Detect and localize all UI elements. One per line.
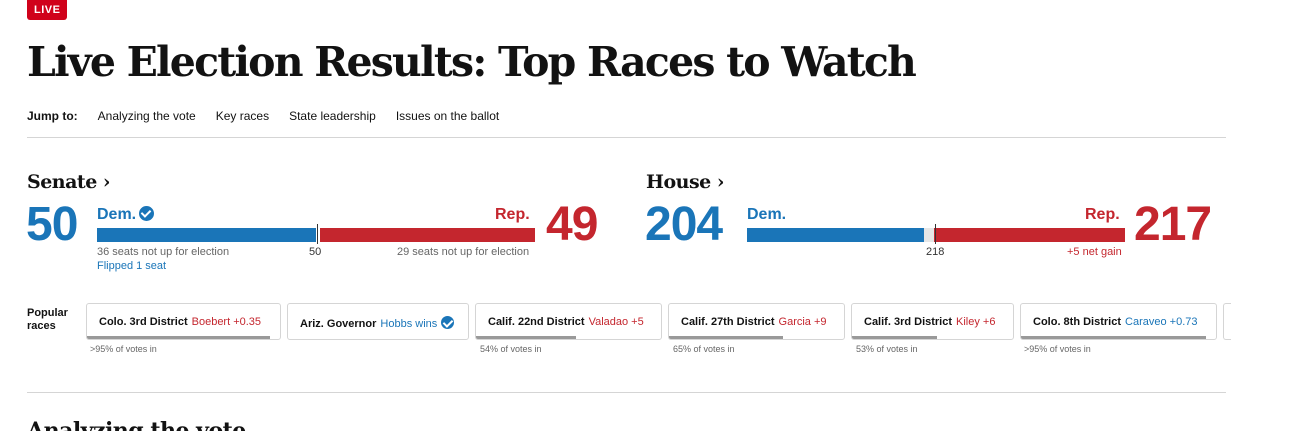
senate-rep-count: 49 <box>546 198 598 251</box>
race-name: Calif. 3rd District <box>864 316 953 328</box>
race-card-calif-27th[interactable]: Calif. 27th District Garcia +9 <box>668 303 845 340</box>
house-rep-bar <box>934 228 1125 242</box>
race-name: Calif. 27th District <box>681 316 775 328</box>
house-dem-label: Dem. <box>747 206 787 223</box>
race-result: Hobbs wins <box>380 318 438 330</box>
race-name: Calif. 22nd District <box>488 316 585 328</box>
senate-dem-bar <box>97 228 316 242</box>
dem-winner-check-icon <box>139 206 155 221</box>
page-title: Live Election Results: Top Races to Watc… <box>27 38 917 86</box>
senate-dem-note: 36 seats not up for election <box>97 246 230 258</box>
senate-rep-note: 29 seats not up for election <box>397 246 530 258</box>
jump-link-state-leadership[interactable]: State leadership <box>289 109 376 123</box>
race-name: Colo. 3rd District <box>99 316 188 328</box>
race-result: Kiley +6 <box>956 316 996 328</box>
race-progress-bar <box>87 336 271 339</box>
senate-rep-label: Rep. <box>495 206 530 223</box>
popular-races-label: Popular races <box>27 307 68 332</box>
votes-in-label: 65% of votes in <box>673 344 735 354</box>
race-result: Valadao +5 <box>588 316 644 328</box>
house-rep-label: Rep. <box>1085 206 1120 223</box>
divider <box>27 392 1226 393</box>
race-result: Garcia +9 <box>778 316 827 328</box>
race-progress-bar <box>669 336 783 339</box>
winner-check-icon <box>441 316 455 329</box>
votes-in-label: 53% of votes in <box>856 344 918 354</box>
jump-link-key-races[interactable]: Key races <box>215 109 270 123</box>
race-card-calif-22nd[interactable]: Calif. 22nd District Valadao +5 <box>475 303 662 340</box>
race-result: Boebert +0.35 <box>191 316 262 328</box>
senate-dem-count: 50 <box>26 198 78 251</box>
house-uncalled-bar <box>924 228 934 242</box>
house-dem-bar <box>747 228 924 242</box>
race-card-colo-8th[interactable]: Colo. 8th District Caraveo +0.73 <box>1020 303 1217 340</box>
senate-rep-bar <box>320 228 535 242</box>
senate-majority-line <box>317 224 318 244</box>
jump-link-analyzing[interactable]: Analyzing the vote <box>97 109 196 123</box>
house-rep-note: +5 net gain <box>1067 246 1122 258</box>
senate-dem-flip: Flipped 1 seat <box>97 260 167 272</box>
divider <box>27 137 1226 138</box>
votes-in-label: >95% of votes in <box>90 344 157 354</box>
house-dem-count: 204 <box>645 198 723 251</box>
senate-majority-label: 50 <box>309 246 322 258</box>
house-majority-line <box>935 224 936 244</box>
race-progress-bar <box>852 336 938 339</box>
jump-link-issues[interactable]: Issues on the ballot <box>395 109 500 123</box>
jump-label: Jump to: <box>27 109 78 123</box>
race-card-calif-3rd[interactable]: Calif. 3rd District Kiley +6 <box>851 303 1014 340</box>
race-card-next-partial[interactable] <box>1223 303 1231 340</box>
house-majority-label: 218 <box>926 246 945 258</box>
race-name: Colo. 8th District <box>1033 316 1122 328</box>
race-progress-bar <box>1021 336 1207 339</box>
votes-in-label: 54% of votes in <box>480 344 542 354</box>
votes-in-label: >95% of votes in <box>1024 344 1091 354</box>
senate-title-link[interactable]: Senate › <box>27 171 111 193</box>
senate-dem-label: Dem. <box>97 206 155 224</box>
house-rep-count: 217 <box>1134 198 1212 251</box>
section-heading-analyzing: Analyzing the vote <box>27 418 246 431</box>
race-card-ariz-governor[interactable]: Ariz. Governor Hobbs wins <box>287 303 469 340</box>
race-name: Ariz. Governor <box>300 318 377 330</box>
race-progress-bar <box>476 336 576 339</box>
house-title-link[interactable]: House › <box>646 171 724 193</box>
jump-nav: Jump to: Analyzing the vote Key races St… <box>27 109 519 123</box>
race-card-colo-3rd[interactable]: Colo. 3rd District Boebert +0.35 <box>86 303 281 340</box>
live-badge: LIVE <box>27 0 68 20</box>
race-result: Caraveo +0.73 <box>1125 316 1198 328</box>
